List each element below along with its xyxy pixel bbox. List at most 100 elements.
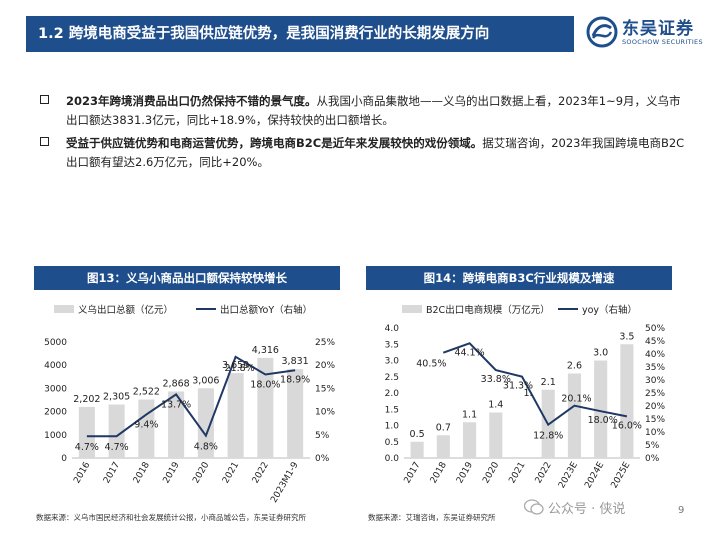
source-note-13: 数据来源：义乌市国民经济和社会发展统计公报，小商品城公告，东吴证券研究所 [36, 513, 306, 522]
x-tick-label: 2020 [191, 460, 211, 485]
header: 1.2 跨境电商受益于我国供应链优势，是我国消费行业的长期发展方向 东吴证券 S… [0, 0, 720, 72]
yoy-value-label: 13.7% [161, 399, 191, 410]
y-left-tick-label: 4.0 [385, 324, 400, 334]
yoy-value-label: 12.8% [533, 431, 563, 442]
yoy-line [86, 355, 296, 438]
y-left-tick-label: 0.0 [385, 454, 400, 464]
logo-text-cn: 东吴证券 [622, 19, 694, 39]
bar-value-label: 1. [523, 388, 532, 399]
x-tick-label: 2025E [610, 460, 633, 490]
chart-b2c-scale: B2C出口电商规模（万亿元） yoy（右轴） 0.0 0.5 1.0 1.5 2.0 2.5 3… [385, 304, 666, 490]
bar [287, 369, 304, 458]
bar [463, 422, 477, 458]
wechat-icon [524, 499, 544, 515]
company-logo: 东吴证券 SOOCHOW SECURITIES [586, 14, 706, 54]
y-left-tick-label: 2000 [44, 408, 67, 418]
x-tick-label: 2021 [221, 461, 241, 486]
bar-value-label: 2.6 [567, 361, 582, 372]
y-left-tick-label: 0 [61, 454, 67, 464]
x-tick-label: 2020 [481, 460, 501, 485]
x-tick-label: 2022 [251, 461, 271, 486]
bar [410, 441, 424, 458]
legend-bar-label: B2C出口电商规模（万亿元） [426, 304, 550, 316]
bar-value-label: 3,659 [222, 360, 249, 371]
bar-value-label: 3.5 [619, 331, 634, 342]
yoy-value-label: 31.3% [503, 381, 533, 392]
x-tick-label: 2023M1-9 [269, 460, 300, 505]
x-tick-label: 2022 [534, 461, 554, 486]
y-left-tick-label: 2.5 [385, 373, 399, 383]
chart-title-13: 图13：义乌小商品出口额保持较快增长 [34, 266, 340, 290]
bullet-text: 从我国小商品集散地——义乌的出口数据上看，2023年1~9月，义乌市出口额达38… [66, 94, 681, 127]
y-right-tick-label: 5% [645, 441, 660, 451]
y-left-tick-label: 1000 [44, 431, 67, 441]
title-bar: 1.2 跨境电商受益于我国供应链优势，是我国消费行业的长期发展方向 [26, 16, 574, 52]
x-tick-label: 2018 [429, 460, 449, 485]
bullet-item: 2023年跨境消费品出口仍然保持不错的景气度。从我国小商品集散地——义乌的出口数… [40, 92, 690, 130]
bar-value-label: 1.1 [462, 409, 477, 420]
legend-line-label: 出口总额YoY（右轴） [220, 304, 312, 316]
x-tick-label: 2017 [102, 461, 122, 486]
source-note-14: 数据来源：艾瑞咨询，东吴证券研究所 [368, 513, 496, 522]
bullet-list: 2023年跨境消费品出口仍然保持不错的景气度。从我国小商品集散地——义乌的出口数… [40, 92, 690, 176]
x-tick-label: 2024E [583, 460, 606, 490]
yoy-value-label: 20.1% [561, 394, 591, 405]
checkbox-bullet-icon [40, 95, 49, 104]
logo-text-en: SOOCHOW SECURITIES [622, 38, 703, 46]
yoy-value-label: 33.8% [481, 374, 511, 385]
bar [138, 399, 155, 458]
legend-bar-label: 义乌出口总额（亿元） [78, 304, 173, 316]
y-right-tick-label: 40% [645, 350, 665, 360]
y-right-tick-label: 10% [315, 408, 335, 418]
y-left-tick-label: 3.5 [385, 340, 399, 350]
bar-value-label: 3.0 [593, 348, 608, 359]
bar [227, 373, 244, 458]
y-right-tick-label: 15% [315, 384, 335, 394]
y-right-tick-label: 25% [315, 338, 335, 348]
yoy-value-label: 9.4% [134, 419, 158, 430]
bar [489, 412, 503, 458]
chart-title-14: 图14：跨境电商B3C行业规模及增速 [366, 266, 672, 290]
bar-value-label: 0.5 [410, 429, 425, 440]
bullet-bold: 2023年跨境消费品出口仍然保持不错的景气度。 [66, 94, 317, 108]
legend-line-label: yoy（右轴） [582, 304, 637, 316]
y-left-tick-label: 2.0 [385, 389, 400, 399]
bar [78, 406, 95, 458]
y-left-tick-label: 4000 [44, 361, 67, 371]
y-right-tick-label: 5% [315, 431, 330, 441]
bar-value-label: 2,868 [163, 378, 190, 389]
yoy-value-label: 40.5% [416, 359, 446, 370]
yoy-value-label: 4.7% [75, 442, 99, 453]
bar [436, 435, 450, 458]
y-left-tick-label: 3.0 [385, 357, 400, 367]
chart-yiwu-exports: 义乌出口总额（亿元） 出口总额YoY（右轴） 0 1000 2000 3000 4000 50… [44, 304, 335, 505]
x-tick-label: 2021 [507, 461, 527, 486]
yoy-value-label: 16.0% [612, 420, 642, 431]
x-tick-label: 2016 [72, 460, 92, 485]
bar-value-label: 2,202 [73, 394, 100, 405]
x-tick-label: 2017 [403, 461, 423, 486]
yoy-value-label: 44.1% [454, 347, 484, 358]
page-title: 1.2 跨境电商受益于我国供应链优势，是我国消费行业的长期发展方向 [38, 26, 490, 42]
x-tick-label: 2023E [557, 460, 580, 490]
bar [567, 373, 581, 458]
y-right-tick-label: 0% [645, 454, 660, 464]
y-left-tick-label: 0.5 [385, 438, 399, 448]
y-left-tick-label: 5000 [44, 338, 67, 348]
y-right-tick-label: 0% [315, 454, 330, 464]
y-left-tick-label: 1.5 [385, 405, 399, 415]
bar-value-label: 3,006 [192, 375, 219, 386]
logo-mark-icon [586, 16, 618, 48]
bar [108, 404, 125, 458]
y-right-tick-label: 10% [645, 428, 665, 438]
legend-bar-swatch [54, 305, 74, 313]
y-right-tick-label: 35% [645, 363, 665, 373]
bar-value-label: 0.7 [436, 422, 451, 433]
bar-value-label: 3,831 [282, 356, 309, 367]
yoy-value-label: 18.9% [280, 374, 310, 385]
y-left-tick-label: 3000 [44, 384, 67, 394]
bar-value-label: 1.4 [488, 400, 503, 411]
page-number: 9 [678, 505, 685, 516]
yoy-value-label: 4.7% [105, 442, 129, 453]
y-right-tick-label: 30% [645, 376, 665, 386]
